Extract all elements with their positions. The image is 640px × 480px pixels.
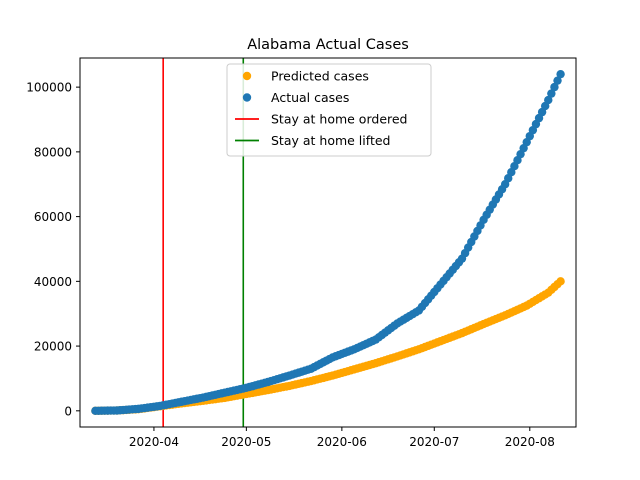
data-point xyxy=(544,95,553,105)
legend-label: Stay at home lifted xyxy=(271,133,390,148)
x-axis: 2020-04 2020-05 2020-06 2020-07 2020-08 xyxy=(129,427,555,449)
x-tick-label: 2020-07 xyxy=(409,435,459,449)
y-tick-label: 40000 xyxy=(34,275,72,289)
y-tick-label: 60000 xyxy=(34,210,72,224)
legend-marker xyxy=(242,71,252,81)
legend-label: Stay at home ordered xyxy=(271,112,408,127)
data-point xyxy=(550,82,559,92)
axes-frame xyxy=(79,57,577,428)
y-axis: 0 20000 40000 60000 80000 100000 xyxy=(26,81,80,418)
legend-entry: Actual cases xyxy=(242,90,349,105)
legend-marker xyxy=(242,93,252,102)
data-point xyxy=(556,277,565,286)
x-tick-label: 2020-04 xyxy=(129,435,179,449)
x-tick-label: 2020-05 xyxy=(221,435,271,449)
legend-entry: Stay at home lifted xyxy=(235,133,390,148)
y-tick-label: 20000 xyxy=(34,340,72,354)
x-tick-label: 2020-06 xyxy=(317,435,367,449)
y-tick-label: 0 xyxy=(64,404,72,418)
y-tick-label: 80000 xyxy=(34,145,72,159)
series-1-points xyxy=(91,69,565,416)
y-tick-label: 100000 xyxy=(26,81,72,95)
legend-box xyxy=(226,63,432,157)
legend-entry: Stay at home ordered xyxy=(235,112,408,127)
chart-title: Alabama Actual Cases xyxy=(247,37,409,53)
data-point xyxy=(547,89,556,98)
series-layer xyxy=(91,69,565,416)
legend-label: Actual cases xyxy=(271,90,349,105)
legend: Predicted cases Actual cases Stay at home … xyxy=(226,63,432,157)
data-point xyxy=(553,76,562,85)
legend-entry: Predicted cases xyxy=(242,69,369,84)
x-tick-label: 2020-08 xyxy=(505,435,555,449)
data-point xyxy=(556,69,565,79)
legend-label: Predicted cases xyxy=(271,69,369,84)
